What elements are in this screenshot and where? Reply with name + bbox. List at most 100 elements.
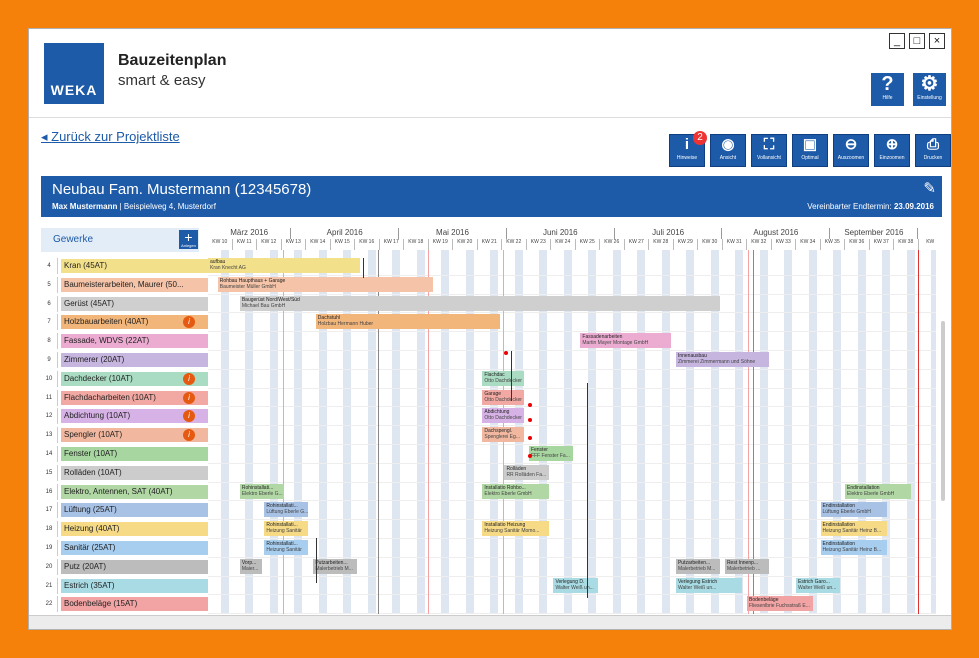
warning-icon[interactable]: i xyxy=(183,372,195,385)
task-company: Elektro Eberle GmbH xyxy=(847,490,895,497)
dependency-arrow xyxy=(363,258,364,278)
gewerk-row[interactable]: 15 Rolläden (10AT) xyxy=(41,464,211,481)
toolbar-zoom-in-button[interactable]: ⊕ Einzoomen xyxy=(874,134,910,167)
task-bar[interactable]: Innenausbau Zimmerei Zimmermann und Söhne xyxy=(675,352,770,367)
week-header: KW 17 xyxy=(380,239,404,250)
task-bar[interactable]: Installatio Heizung Heizung Sanitär Momo.… xyxy=(482,521,549,537)
task-bar[interactable]: Dachspengl. Spenglerei Eg... xyxy=(482,427,525,443)
horizontal-scrollbar[interactable] xyxy=(29,615,951,629)
task-bar[interactable]: Estrich Garo... Walter Weiß un... xyxy=(796,577,841,593)
gantt-chart[interactable]: März 2016 April 2016 Mai 2016 Juni 2016 Juli… xyxy=(208,228,936,614)
gewerk-row[interactable]: 7 Holzbauarbeiten (40AT) i xyxy=(41,314,211,331)
gewerk-row[interactable]: 6 Gerüst (45AT) xyxy=(41,295,211,312)
row-number: 8 xyxy=(41,333,58,350)
gewerk-row[interactable]: 17 Lüftung (25AT) xyxy=(41,502,211,519)
task-bar[interactable]: Fenster FFF Fenster Fa... xyxy=(528,446,574,461)
close-button[interactable]: × xyxy=(929,33,945,49)
task-bar[interactable]: Putzarbeiten... Malerbetrieb M... xyxy=(675,558,721,574)
task-title: Rolläden xyxy=(506,465,527,472)
gewerk-row[interactable]: 19 Sanitär (25AT) xyxy=(41,540,211,556)
task-title: Endinstallation xyxy=(822,503,856,510)
toolbar-zoom-out-button[interactable]: ⊖ Auszoomen xyxy=(833,134,869,167)
warning-icon[interactable]: i xyxy=(183,429,195,442)
task-company: Heizung Sanitär Heinz B... xyxy=(822,528,882,535)
task-bar[interactable]: Verlegung D. Walter Weiß un... xyxy=(553,577,598,593)
week-header: KW 29 xyxy=(674,239,698,250)
task-bar[interactable]: Garage Otto Dachdecker xyxy=(482,389,525,405)
gewerk-row[interactable]: 8 Fassade, WDVS (22AT) xyxy=(41,333,211,350)
week-header: KW 24 xyxy=(551,239,576,250)
gewerk-row[interactable]: 9 Zimmerer (20AT) xyxy=(41,352,211,368)
task-company: Spenglerei Eg... xyxy=(484,434,520,441)
warning-icon[interactable]: i xyxy=(183,316,195,329)
gewerk-row[interactable]: 14 Fenster (10AT) xyxy=(41,446,211,462)
gewerk-row[interactable]: 20 Putz (20AT) xyxy=(41,558,211,575)
gewerk-row[interactable]: 4 Kran (45AT) xyxy=(41,258,211,274)
vertical-scrollbar[interactable] xyxy=(941,321,945,501)
gewerk-row[interactable]: 18 Heizung (40AT) xyxy=(41,521,211,538)
maximize-button[interactable]: □ xyxy=(909,33,925,49)
task-bar[interactable]: Rohinstallati... Heizung Sanitär xyxy=(264,521,309,537)
row-gridline xyxy=(208,312,936,314)
task-bar[interactable]: Dachstuhl Holzbau Hermann Huber xyxy=(315,314,500,330)
task-company: Otto Dachdecker xyxy=(484,396,522,403)
help-button[interactable]: ? Hilfe xyxy=(871,73,904,106)
marker-line xyxy=(428,250,429,614)
toolbar-info-button[interactable]: i Hinweise 2 xyxy=(669,131,707,167)
week-shade xyxy=(416,250,425,614)
task-bar[interactable]: Endinstallation Heizung Sanitär Heinz B..… xyxy=(820,540,887,555)
back-to-project-list-link[interactable]: ◂ Zurück zur Projektliste xyxy=(41,129,180,144)
task-bar[interactable]: aufbau Kran Knecht AG xyxy=(208,258,360,273)
task-company: Elektro Eberle GmbH xyxy=(484,490,532,497)
task-company: Heizung Sanitär Momo... xyxy=(484,528,540,535)
gewerk-row[interactable]: 22 Bodenbeläge (15AT) xyxy=(41,596,211,613)
task-company: Fliesenlbrie Fuchsstraß E... xyxy=(749,603,810,610)
week-shade xyxy=(857,250,866,614)
edit-icon[interactable]: ✎ xyxy=(923,180,936,197)
print-label: Drucken xyxy=(923,155,943,161)
task-bar[interactable]: Rohinstallati... Elektro Eberle G... xyxy=(239,483,284,499)
task-bar[interactable]: Rohinstallati... Heizung Sanitär xyxy=(264,540,309,555)
task-company: Walter Weiß un... xyxy=(555,584,594,591)
toolbar-full-view-button[interactable]: ⛶ Vollansicht xyxy=(751,134,787,167)
task-bar[interactable]: Rest Innenp... Malerbetrieb ... xyxy=(724,558,770,574)
task-bar[interactable]: Bodenbeläge Fliesenlbrie Fuchsstraß E... xyxy=(747,596,814,612)
task-bar[interactable]: Endinstallation Heizung Sanitär Heinz B..… xyxy=(820,521,887,537)
task-bar[interactable]: Verlegung Estrich Walter Weiß un... xyxy=(675,577,743,593)
task-bar[interactable]: Rolläden RR Rolläden Fa... xyxy=(504,464,549,480)
conflict-dot xyxy=(528,454,532,458)
app-subtitle: smart & easy xyxy=(118,72,206,89)
row-number: 21 xyxy=(41,577,58,594)
gewerk-row[interactable]: 21 Estrich (35AT) xyxy=(41,577,211,594)
task-bar[interactable]: Abdichtung Otto Dachdecker xyxy=(482,408,525,424)
task-bar[interactable]: Putzarbeiten... Malerbetrieb M... xyxy=(313,558,358,574)
task-bar[interactable]: Baugerüst Nord/West/Süd Michael Bau GmbH xyxy=(239,295,721,311)
week-header: KW 38 xyxy=(894,239,919,250)
task-bar[interactable]: Fassadenarbeiten Martin Mayer Montage Gmb… xyxy=(580,333,672,349)
row-gridline xyxy=(208,538,936,539)
toolbar-print-button[interactable]: ⎙ Drucken xyxy=(915,134,951,167)
task-bar[interactable]: Rohinstallati... Lüftung Eberle G... xyxy=(264,502,309,518)
gewerk-row[interactable]: 16 Elektro, Antennen, SAT (40AT) xyxy=(41,483,211,500)
task-bar[interactable]: Installatio Rohbo... Elektro Eberle GmbH xyxy=(482,483,549,499)
settings-button[interactable]: ⚙ Einstellung xyxy=(913,73,946,106)
task-bar[interactable]: Endinstallation Elektro Eberle GmbH xyxy=(845,483,912,499)
task-bar[interactable]: Endinstallation Lüftung Eberle GmbH xyxy=(820,502,887,518)
warning-icon[interactable]: i xyxy=(183,410,195,423)
info-label: Hinweise xyxy=(676,155,698,161)
task-company: Walter Weiß un... xyxy=(677,584,717,591)
task-bar[interactable]: Flachdac Otto Dachdecker xyxy=(482,370,525,386)
gewerk-row[interactable]: 10 Dachdecker (10AT) i xyxy=(41,370,211,387)
minimize-button[interactable]: _ xyxy=(889,33,905,49)
task-bar[interactable]: Vorp... Maier... xyxy=(239,558,262,574)
row-gridline xyxy=(208,406,936,408)
task-bar[interactable]: Rohbau Haupthaus + Garage Baumeister Müll… xyxy=(217,276,434,292)
toolbar-optimal-button[interactable]: ▣ Optimal xyxy=(792,134,828,167)
toolbar-view-button[interactable]: ◉ Ansicht xyxy=(710,134,746,167)
add-gewerk-button[interactable]: + Anlegen xyxy=(179,230,198,249)
gewerk-row[interactable]: 11 Flachdacharbeiten (10AT) i xyxy=(41,389,211,406)
gewerk-row[interactable]: 13 Spengler (10AT) i xyxy=(41,427,211,444)
warning-icon[interactable]: i xyxy=(183,391,195,404)
gewerk-row[interactable]: 12 Abdichtung (10AT) i xyxy=(41,408,211,425)
gewerk-row[interactable]: 5 Baumeisterarbeiten, Maurer (50... xyxy=(41,276,211,293)
